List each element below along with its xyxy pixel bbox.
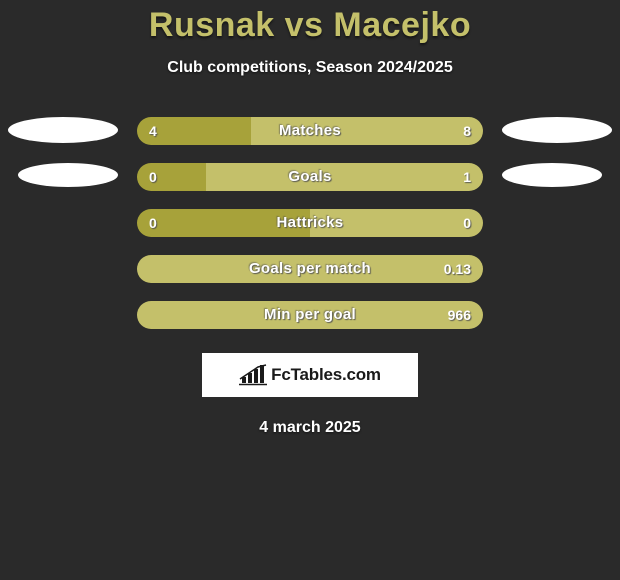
stat-bar: Matches4 8 [137,117,483,145]
brand-text: FcTables.com [271,365,381,385]
stat-value-right: 8 [463,117,471,145]
stat-bar: Hattricks0 0 [137,209,483,237]
stat-value-right: 966 [448,301,471,329]
page-subtitle: Club competitions, Season 2024/2025 [0,59,620,77]
player-right-marker [502,117,612,143]
date-label: 4 march 2025 [0,419,620,437]
stat-row: Min per goal966 [0,301,620,347]
stat-row: Matches4 8 [0,117,620,163]
stat-row: Goals0 1 [0,163,620,209]
stat-value-right: 0.13 [444,255,471,283]
chart-icon [239,364,267,386]
page-root: Rusnak vs Macejko Club competitions, Sea… [0,0,620,580]
stat-label: Hattricks [137,209,483,237]
stat-bar: Goals0 1 [137,163,483,191]
stat-label: Goals [137,163,483,191]
stat-value-left: 0 [149,163,157,191]
stat-row: Hattricks0 0 [0,209,620,255]
page-title: Rusnak vs Macejko [0,0,620,45]
stat-value-right: 1 [463,163,471,191]
player-left-marker [18,163,118,187]
stat-value-left: 0 [149,209,157,237]
stat-row: Goals per match0.13 [0,255,620,301]
brand-box[interactable]: FcTables.com [202,353,418,397]
stat-value-left: 4 [149,117,157,145]
stat-bar: Min per goal966 [137,301,483,329]
stats-container: Matches48Goals01Hattricks00Goals per mat… [0,117,620,347]
player-right-marker [502,163,602,187]
stat-label: Goals per match [137,255,483,283]
stat-bar: Goals per match0.13 [137,255,483,283]
stat-label: Min per goal [137,301,483,329]
stat-value-right: 0 [463,209,471,237]
player-left-marker [8,117,118,143]
stat-label: Matches [137,117,483,145]
